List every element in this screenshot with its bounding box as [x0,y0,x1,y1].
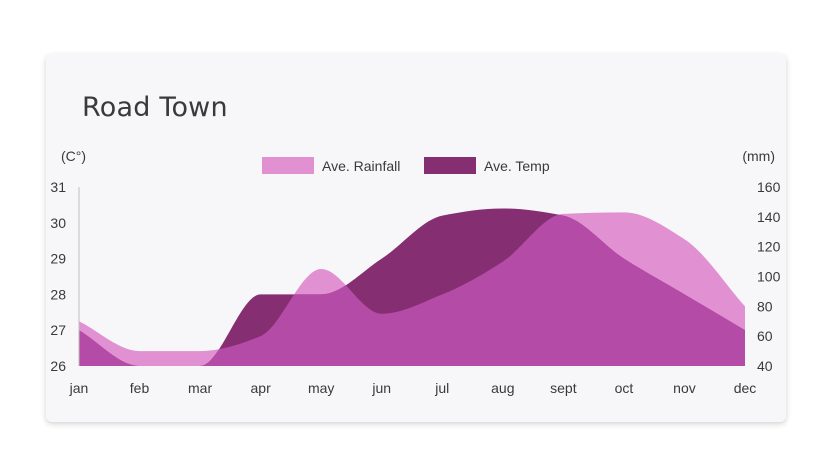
x-tick-label: mar [188,380,212,396]
x-tick-label: sept [550,380,577,396]
x-tick-label: feb [130,380,150,396]
y-left-tick-label: 26 [50,358,66,374]
y-left-tick-label: 29 [50,251,66,267]
y-left-tick-label: 30 [50,215,66,231]
y-right-unit: (mm) [742,148,775,164]
x-tick-label: apr [251,380,272,396]
y-right-tick-label: 160 [757,179,781,195]
y-right-tick-label: 40 [757,358,773,374]
x-tick-label: dec [734,380,757,396]
legend-label: Ave. Rainfall [322,158,400,174]
legend-swatch [424,157,476,174]
x-tick-label: oct [615,380,634,396]
legend-label: Ave. Temp [484,158,550,174]
y-right-tick-label: 140 [757,209,781,225]
y-left-unit: (C°) [61,148,86,164]
x-tick-label: jan [69,380,89,396]
y-left-tick-label: 28 [50,286,66,302]
legend-swatch [262,157,314,174]
x-tick-label: nov [673,380,696,396]
x-tick-label: jun [371,380,391,396]
y-right-tick-label: 100 [757,269,781,285]
x-tick-label: may [308,380,334,396]
chart-title: Road Town [82,92,228,123]
y-left-tick-label: 31 [50,179,66,195]
y-right-tick-label: 80 [757,298,773,314]
y-right-tick-label: 60 [757,328,773,344]
x-tick-label: aug [491,380,514,396]
y-left-tick-label: 27 [50,322,66,338]
y-right-tick-label: 120 [757,239,781,255]
x-tick-label: jul [434,380,449,396]
